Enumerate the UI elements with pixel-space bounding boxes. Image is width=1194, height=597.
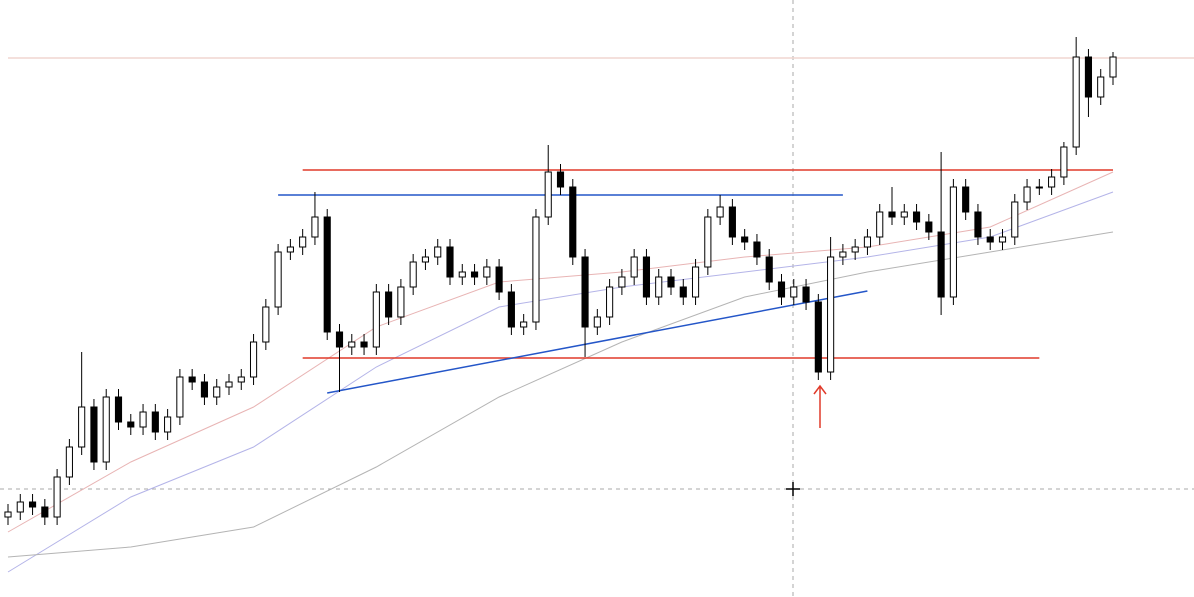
candle-body (925, 221, 933, 233)
candle-body (741, 236, 749, 243)
candle-body (1072, 56, 1080, 148)
arrow (813, 384, 827, 428)
candle-body (876, 211, 884, 238)
candle-body (655, 276, 663, 298)
candle-body (569, 186, 577, 258)
candle-body (520, 321, 528, 328)
candle-body (1023, 186, 1031, 203)
candle-body (213, 386, 221, 398)
candle-body (544, 171, 552, 218)
candle-body (434, 246, 442, 258)
candle-body (606, 286, 614, 318)
candle-body (200, 381, 209, 398)
candle-body (716, 206, 724, 218)
candle-body (385, 291, 393, 318)
candle-body (102, 396, 110, 463)
candle-body (151, 411, 159, 433)
candle-body (974, 211, 982, 238)
candle-body (630, 256, 638, 278)
candle-body (286, 246, 294, 253)
candle-body (790, 286, 798, 298)
candle-body (16, 501, 24, 513)
candle-body (78, 406, 86, 448)
candle-body (299, 236, 307, 248)
candle-body (409, 261, 417, 288)
candle-body (1097, 76, 1105, 98)
candle-body (986, 236, 994, 243)
candle-body (642, 256, 651, 298)
candle-body (777, 281, 786, 298)
candle-body (262, 306, 270, 343)
candle-body (691, 266, 700, 298)
candle-body (65, 446, 73, 478)
candle-body (618, 276, 626, 288)
candle-body (593, 316, 601, 328)
candle-body (41, 506, 49, 518)
candle-body (888, 211, 896, 218)
candle-body (814, 301, 822, 373)
candle-body (127, 421, 135, 428)
moving-average (7, 171, 1114, 533)
candle-body (495, 266, 503, 293)
candle-body (225, 381, 233, 388)
candle-body (704, 216, 712, 268)
candle-body (28, 501, 37, 508)
candle-body (863, 236, 872, 248)
candle-body (372, 291, 380, 348)
candle-body (962, 186, 970, 213)
candle-body (765, 256, 773, 283)
candle-body (556, 171, 565, 188)
candle-body (839, 251, 847, 258)
candle-body (335, 331, 344, 348)
candle-body (323, 216, 331, 333)
crosshair-cursor (786, 482, 800, 496)
candle-body (237, 376, 245, 383)
candle-body (1060, 146, 1068, 178)
candle-body (949, 186, 957, 298)
candle-body (397, 286, 405, 318)
candle-body (900, 211, 908, 218)
candle-body (1109, 56, 1117, 78)
candle-body (164, 416, 172, 433)
candle-body (851, 246, 859, 253)
candle-body (679, 286, 687, 298)
moving-average (7, 191, 1114, 573)
candle-body (998, 236, 1007, 243)
candle-body (458, 271, 466, 278)
candle-body (470, 271, 479, 278)
candle-body (446, 246, 454, 278)
candle-body (532, 216, 540, 323)
candle-body (802, 286, 810, 303)
candle-body (507, 291, 515, 328)
candle-body (249, 341, 258, 378)
candle-body (360, 341, 368, 348)
candle-body (4, 511, 12, 518)
candle-body (348, 341, 356, 348)
candle-body (753, 241, 761, 258)
trendline (327, 290, 868, 394)
candle-body (827, 256, 835, 373)
moving-average (7, 231, 1114, 558)
candle-body (483, 266, 491, 278)
candle-body (1011, 201, 1019, 238)
candle-body (1048, 176, 1056, 188)
candle-body (937, 231, 945, 298)
candle-body (176, 376, 184, 418)
candle-body (188, 376, 196, 383)
candle-body (311, 216, 319, 238)
candle-body (274, 251, 282, 308)
candle-body (581, 256, 589, 328)
candle-body (90, 406, 98, 463)
candle-body (667, 276, 675, 288)
plot (4, 37, 1194, 573)
candle-body (728, 206, 736, 238)
candle-body (139, 411, 147, 428)
candle-body (53, 476, 61, 518)
candle-body (1084, 56, 1093, 98)
candle-body (421, 256, 430, 263)
candle-body (912, 211, 921, 223)
candle-body (1035, 186, 1043, 189)
candle-body (114, 396, 123, 423)
